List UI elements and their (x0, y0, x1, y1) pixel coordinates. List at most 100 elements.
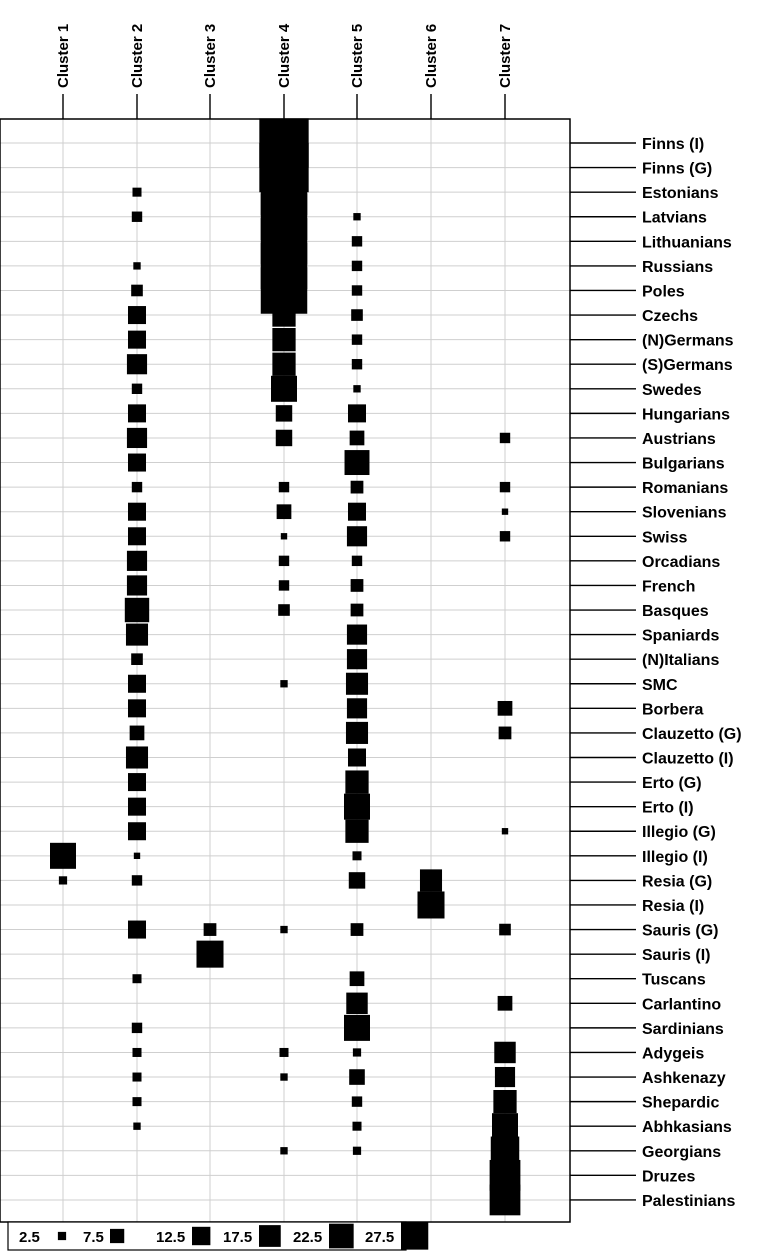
data-marker (351, 359, 363, 370)
data-marker (499, 481, 511, 493)
data-marker (494, 1066, 516, 1088)
legend-marker (110, 1228, 125, 1244)
row-label: Russians (642, 259, 713, 276)
data-marker (417, 891, 445, 919)
data-marker (350, 923, 364, 936)
column-label: Cluster 4 (276, 23, 293, 88)
data-marker (131, 1022, 143, 1034)
row-label: Erto (G) (642, 775, 702, 792)
data-marker (499, 531, 511, 542)
data-marker (489, 1184, 521, 1216)
row-ticks (62, 94, 636, 1201)
data-marker (203, 923, 217, 936)
data-marker (276, 504, 292, 520)
row-labels: Finns (I) Finns (G) Estonians Latvians Lithu… (642, 136, 742, 1210)
row-label: Clauzetto (I) (642, 751, 734, 768)
row-label: Swedes (642, 382, 702, 399)
data-marker (351, 285, 363, 296)
legend-marker (401, 1222, 429, 1250)
data-marker (345, 672, 369, 695)
row-label: (N)Germans (642, 333, 734, 350)
legend-label: 22.5 (293, 1229, 322, 1246)
data-marker (419, 869, 443, 892)
data-marker (131, 653, 143, 665)
data-marker (127, 330, 147, 349)
data-marker (352, 1048, 362, 1057)
data-marker (272, 328, 296, 352)
data-marker (278, 604, 290, 616)
data-marker (127, 699, 147, 718)
data-marker (132, 1047, 142, 1057)
data-marker (58, 876, 68, 885)
data-marker (279, 1047, 289, 1057)
data-marker (127, 920, 147, 939)
data-marker (127, 674, 147, 693)
legend-marker (57, 1231, 67, 1241)
data-marker (346, 649, 368, 670)
row-label: Slovenians (642, 505, 727, 522)
data-marker (280, 1147, 288, 1155)
data-marker (346, 526, 368, 547)
data-marker (353, 213, 361, 221)
data-marker (344, 793, 370, 820)
data-marker (272, 352, 296, 376)
data-marker (497, 995, 513, 1011)
data-marker (126, 354, 148, 375)
data-marker (278, 555, 290, 567)
data-marker (131, 284, 143, 297)
data-marker (125, 623, 149, 646)
data-marker (352, 1146, 362, 1155)
data-marker (351, 334, 363, 345)
data-marker (125, 746, 149, 769)
row-label: French (642, 578, 695, 595)
row-label: Georgians (642, 1144, 721, 1161)
data-marker (132, 974, 142, 984)
row-label: Carlantino (642, 996, 721, 1013)
row-label: Resia (G) (642, 873, 712, 890)
data-marker (347, 748, 367, 767)
row-label: (N)Italians (642, 652, 719, 669)
markers (50, 118, 521, 1216)
data-marker (132, 187, 142, 197)
row-label: Lithuanians (642, 234, 732, 251)
row-label: Czechs (642, 308, 698, 325)
data-marker (353, 385, 361, 393)
row-label: Druzes (642, 1168, 695, 1185)
legend-marker (329, 1223, 354, 1249)
data-marker (280, 533, 288, 540)
data-marker (499, 432, 511, 444)
data-marker (345, 819, 369, 843)
data-marker (271, 375, 297, 402)
data-marker (129, 725, 145, 741)
data-marker (499, 923, 511, 936)
data-marker (196, 940, 224, 968)
data-marker (131, 211, 143, 222)
column-label: Cluster 2 (129, 24, 146, 88)
column-label: Cluster 5 (349, 24, 366, 88)
data-marker (126, 427, 148, 449)
data-marker (126, 575, 148, 596)
row-label: Ashkenazy (642, 1070, 726, 1087)
data-marker (127, 453, 147, 472)
data-marker (345, 721, 369, 744)
data-marker (126, 550, 148, 571)
data-marker (280, 925, 288, 934)
data-marker (127, 822, 147, 841)
row-label: Romanians (642, 480, 728, 497)
data-marker (280, 1073, 288, 1081)
data-marker (278, 580, 290, 591)
legend-label: 7.5 (83, 1229, 104, 1246)
row-label: Adygeis (642, 1045, 704, 1062)
data-marker (350, 480, 364, 494)
data-marker (344, 450, 370, 476)
data-marker (501, 508, 509, 515)
row-label: Finns (I) (642, 136, 704, 153)
data-marker (351, 260, 363, 272)
data-marker (498, 726, 512, 740)
data-marker (127, 404, 147, 423)
row-label: Estonians (642, 185, 719, 202)
row-label: Sardinians (642, 1021, 724, 1038)
data-marker (127, 502, 147, 521)
data-marker (133, 1122, 141, 1130)
data-marker (349, 971, 365, 987)
